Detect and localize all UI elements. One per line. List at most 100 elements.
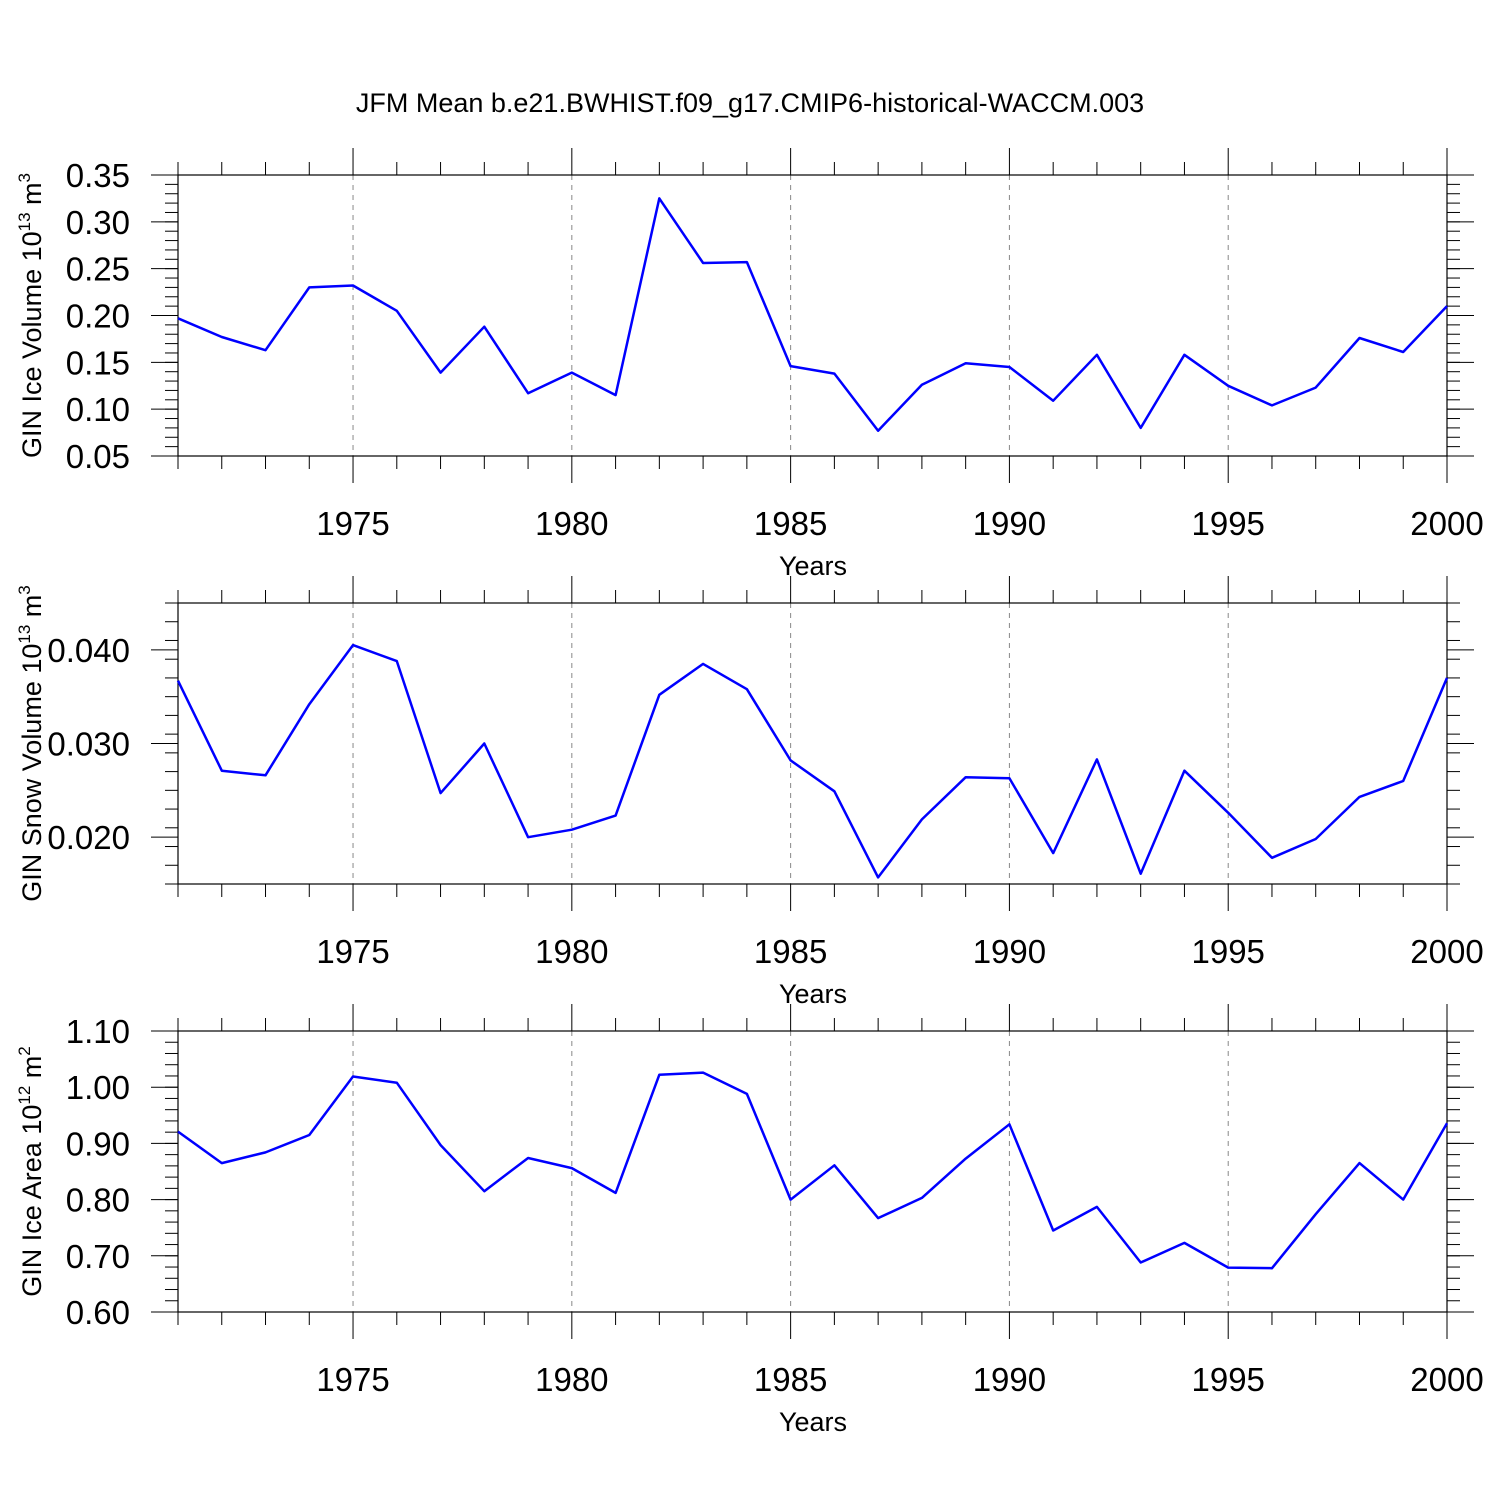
series-line <box>176 643 1449 879</box>
data-point <box>657 693 661 697</box>
y-axis-title-unit-exponent: 3 <box>15 173 34 182</box>
x-tick-label: 1975 <box>316 1361 389 1398</box>
data-point <box>1007 776 1011 780</box>
data-point <box>964 361 968 365</box>
data-point <box>351 643 355 647</box>
data-point <box>1095 1205 1099 1209</box>
y-axis-title-text: GIN Snow Volume 10 <box>17 644 47 902</box>
data-point <box>832 789 836 793</box>
data-point <box>1401 350 1405 354</box>
data-point <box>1182 1241 1186 1245</box>
x-tick-label: 1980 <box>535 933 608 970</box>
data-point <box>964 1157 968 1161</box>
data-point <box>1007 365 1011 369</box>
data-point <box>1270 1266 1274 1270</box>
data-point <box>482 742 486 746</box>
data-point <box>1314 386 1318 390</box>
data-point <box>745 1092 749 1096</box>
data-point <box>395 659 399 663</box>
y-tick-label: 0.35 <box>66 157 130 194</box>
data-point <box>482 325 486 329</box>
x-tick-label: 1995 <box>1191 505 1264 542</box>
data-point <box>307 285 311 289</box>
panel-ice-area: 0.60 0.70 0.80 0.90 1.00 1.10 1975 1980 1985 1990… <box>15 1004 1484 1437</box>
data-point <box>176 679 180 683</box>
y-axis-title-unit: m <box>17 595 47 625</box>
y-tick-label: 0.25 <box>66 251 130 288</box>
data-point <box>1445 676 1449 680</box>
y-tick-label: 0.60 <box>66 1294 130 1331</box>
data-point <box>1401 779 1405 783</box>
data-point <box>701 261 705 265</box>
y-tick-label: 0.020 <box>47 819 130 856</box>
data-point <box>220 335 224 339</box>
data-point <box>1445 304 1449 308</box>
y-axis-title-unit-exponent: 3 <box>15 585 34 594</box>
x-axis-title: Years <box>779 551 847 581</box>
data-point <box>1139 426 1143 430</box>
y-tick-label: 0.30 <box>66 204 130 241</box>
data-point <box>307 702 311 706</box>
data-point <box>832 1163 836 1167</box>
x-tick-label: 1975 <box>316 933 389 970</box>
data-point <box>920 383 924 387</box>
x-tick-label: 1980 <box>535 505 608 542</box>
x-tick-label: 2000 <box>1410 505 1483 542</box>
data-point <box>1139 1261 1143 1265</box>
y-axis-title-exponent: 13 <box>15 212 34 231</box>
y-tick-label: 0.030 <box>47 726 130 763</box>
data-point <box>395 309 399 313</box>
data-point <box>789 364 793 368</box>
y-axis-title: GIN Ice Volume 1013 m3 <box>15 173 47 458</box>
y-axis-title-unit-exponent: 2 <box>15 1046 34 1055</box>
data-point <box>657 1073 661 1077</box>
x-axis-title: Years <box>779 979 847 1009</box>
data-point <box>701 662 705 666</box>
data-point <box>745 687 749 691</box>
data-point <box>1182 769 1186 773</box>
data-point <box>176 1130 180 1134</box>
panel-snow-volume: 0.020 0.030 0.040 1975 1980 1985 1990 1995 2000 Y… <box>15 576 1484 1009</box>
data-point <box>351 284 355 288</box>
y-axis-title: GIN Snow Volume 1013 m3 <box>15 585 47 902</box>
data-point <box>526 1156 530 1160</box>
data-point <box>439 1143 443 1147</box>
data-point <box>1182 353 1186 357</box>
data-point <box>351 1075 355 1079</box>
x-tick-label: 1975 <box>316 505 389 542</box>
y-axis-title: GIN Ice Area 1012 m2 <box>15 1046 47 1297</box>
chart-title: JFM Mean b.e21.BWHIST.f09_g17.CMIP6-hist… <box>356 88 1144 118</box>
data-point <box>1314 1212 1318 1216</box>
data-point <box>1007 1122 1011 1126</box>
plot-frame <box>177 174 1448 457</box>
data-point <box>264 773 268 777</box>
data-point <box>1139 872 1143 876</box>
y-tick-label: 0.80 <box>66 1182 130 1219</box>
x-axis-title: Years <box>779 1407 847 1437</box>
data-point <box>876 429 880 433</box>
y-tick-label: 0.70 <box>66 1238 130 1275</box>
x-tick-label: 2000 <box>1410 1361 1483 1398</box>
data-point <box>1270 403 1274 407</box>
x-tick-label: 1985 <box>754 1361 827 1398</box>
data-point <box>220 1161 224 1165</box>
x-tick-label: 1985 <box>754 933 827 970</box>
panel-ice-volume: 0.05 0.10 0.15 0.20 0.25 0.30 0.35 1975 1980 1985… <box>15 148 1484 581</box>
data-point <box>526 835 530 839</box>
x-tick-label: 1995 <box>1191 1361 1264 1398</box>
y-axis-title-unit: m <box>17 1056 47 1086</box>
data-point <box>657 196 661 200</box>
x-tick-label: 1995 <box>1191 933 1264 970</box>
data-point <box>876 1216 880 1220</box>
data-point <box>1357 336 1361 340</box>
y-tick-label: 0.040 <box>47 632 130 669</box>
x-tick-label: 1990 <box>973 1361 1046 1398</box>
y-axis-title-text: GIN Ice Volume 10 <box>17 231 47 458</box>
y-tick-label: 0.15 <box>66 344 130 381</box>
data-point <box>439 371 443 375</box>
data-point <box>570 1166 574 1170</box>
data-point <box>832 372 836 376</box>
x-tick-label: 1990 <box>973 505 1046 542</box>
data-point <box>1226 384 1230 388</box>
